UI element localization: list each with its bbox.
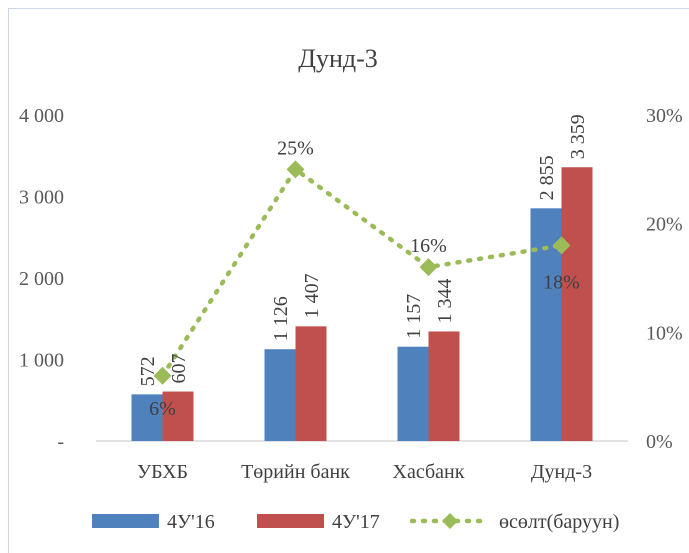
bar-4u16 [264,349,296,441]
bar-4u16 [397,346,429,441]
category-label: Дунд-3 [531,461,592,483]
category-label: УБХБ [137,461,188,483]
axes: - 1 000 2 000 3 000 4 000 0% 10% 20% 30% УБХБ Төри… [19,105,683,483]
growth-line [153,160,571,385]
growth-marker [153,366,172,385]
growth-marker [552,236,571,255]
legend-label: 4У'17 [332,511,380,533]
growth-marker [286,160,305,179]
left-tick-label: 4 000 [19,105,64,127]
growth-value-label: 25% [277,137,314,159]
bar-value-label: 2 855 [536,155,558,200]
chart-frame [8,8,689,553]
left-tick-label: 3 000 [19,187,64,209]
growth-series-line [160,166,564,379]
bars [131,167,593,441]
growth-value-label: 16% [410,235,447,257]
growth-value-label: 18% [543,271,580,293]
right-tick-label: 20% [646,214,683,236]
bar-value-label: 3 359 [567,114,589,159]
chart-title: Дунд-3 [298,44,378,73]
legend: 4У'16 4У'17 өсөлт(баруун) [92,511,619,533]
category-label: Хасбанк [393,461,465,483]
bar-value-label: 607 [168,354,190,384]
bar-value-label: 1 126 [270,296,292,341]
category-label: Төрийн банк [241,461,350,483]
bar-value-label: 1 157 [403,294,425,339]
bar-value-label: 572 [137,356,159,386]
bar-4u17 [428,331,460,441]
bar-4u16 [131,394,163,441]
legend-swatch [92,514,159,528]
data-labels: 572 1 126 1 157 2 855 607 1 407 1 344 3 359 6% 25… [137,114,589,420]
growth-marker [419,258,438,277]
right-tick-label: 30% [646,105,683,127]
bar-value-label: 1 344 [434,278,456,323]
legend-label: 4У'16 [167,511,215,533]
legend-marker [442,513,458,529]
bar-value-label: 1 407 [301,273,323,318]
legend-label: өсөлт(баруун) [499,511,619,533]
left-tick-label: 2 000 [19,268,64,290]
legend-swatch [257,514,324,528]
bar-4u17 [561,167,593,441]
bar-4u17 [295,326,327,441]
growth-value-label: 6% [149,398,176,420]
right-tick-label: 10% [646,322,683,344]
right-tick-label: 0% [646,431,673,453]
left-tick-label: - [57,431,64,453]
left-tick-label: 1 000 [19,350,64,372]
bar-4u17 [162,391,194,441]
